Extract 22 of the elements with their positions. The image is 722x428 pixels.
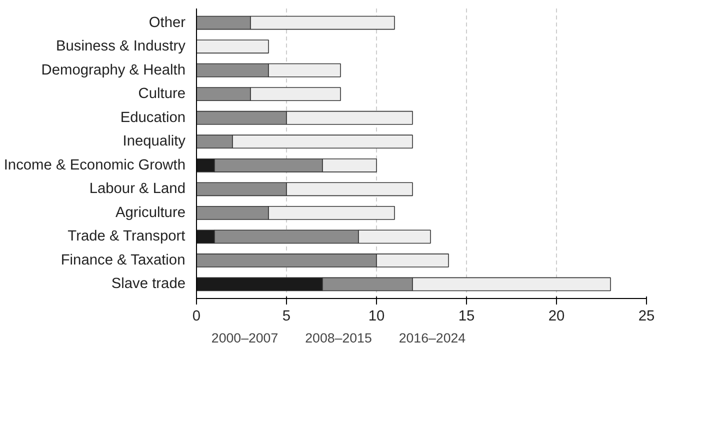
x-tick-label: 5	[282, 308, 291, 324]
x-tick-label: 20	[548, 308, 565, 324]
y-tick-label: Other	[148, 14, 186, 31]
x-tick-label: 15	[458, 308, 475, 324]
x-tick-label: 25	[638, 308, 655, 324]
y-tick-label: Trade & Transport	[68, 228, 186, 245]
text: 2016–2024	[398, 330, 466, 346]
x-tick-label: 0	[192, 308, 201, 324]
y-tick-label: Agriculture	[115, 204, 186, 221]
y-tick-label: Demography & Health	[41, 62, 186, 78]
bar	[196, 40, 269, 54]
y-tick-label: Income & Economic Growth	[4, 157, 186, 174]
y-tick-label: Education	[120, 110, 186, 126]
y-tick-label: Labour & Land	[89, 181, 186, 198]
text: 2008–2015	[305, 330, 372, 346]
y-tick-label: Finance & Taxation	[60, 252, 186, 268]
y-tick-label: Culture	[138, 86, 186, 102]
y-tick-label: Business & Industry	[56, 38, 186, 55]
y-tick-label: Slave trade	[111, 276, 186, 292]
y-tick-label: Inequality	[122, 134, 186, 150]
x-tick-label: 10	[368, 308, 385, 324]
text: 2000–2007	[211, 330, 278, 346]
